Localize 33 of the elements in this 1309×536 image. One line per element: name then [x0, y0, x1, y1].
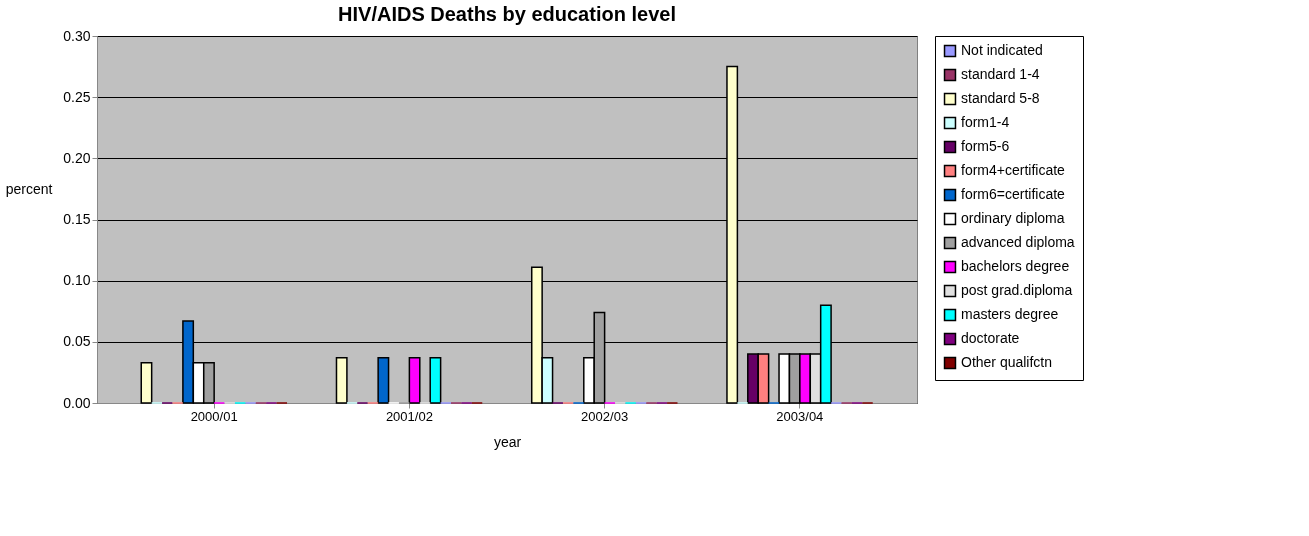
bar	[377, 356, 390, 404]
x-tick-label: 2001/02	[385, 408, 433, 424]
legend-label: form1-4	[961, 114, 1010, 130]
x-axis-title: year	[493, 433, 522, 450]
bar	[429, 356, 442, 404]
legend-label: masters degree	[961, 306, 1059, 322]
y-tick-label: 0.25	[63, 88, 91, 105]
y-tick-label: 0.30	[63, 27, 91, 44]
legend-label: Not indicated	[961, 42, 1043, 58]
y-tick-label: 0.05	[63, 333, 91, 350]
legend-label: post grad.diploma	[961, 282, 1073, 298]
legend-label: Other qualifctn	[961, 354, 1053, 370]
x-tick-label: 2000/01	[190, 408, 238, 424]
legend-label: doctorate	[961, 330, 1020, 346]
y-axis-title: percent	[5, 180, 53, 197]
bar	[408, 356, 421, 404]
legend-label: form6=certificate	[961, 186, 1066, 202]
y-tick-label: 0.10	[63, 272, 91, 289]
legend-label: form5-6	[961, 138, 1010, 154]
bar	[140, 361, 153, 404]
legend-label: standard 5-8	[961, 90, 1040, 106]
y-tick-label: 0.20	[63, 149, 91, 166]
legend-label: form4+certificate	[961, 162, 1066, 178]
legend-label: advanced diploma	[961, 234, 1075, 250]
chart-title: HIV/AIDS Deaths by education level	[338, 3, 676, 25]
legend-label: standard 1-4	[961, 66, 1040, 82]
legend-label: ordinary diploma	[961, 210, 1065, 226]
y-tick-label: 0.15	[63, 211, 91, 227]
legend-label: bachelors degree	[961, 258, 1070, 274]
x-tick-label: 2002/03	[581, 408, 629, 424]
bar	[335, 356, 348, 404]
x-tick-label: 2003/04	[776, 408, 824, 424]
y-tick-label: 0.00	[63, 394, 91, 411]
